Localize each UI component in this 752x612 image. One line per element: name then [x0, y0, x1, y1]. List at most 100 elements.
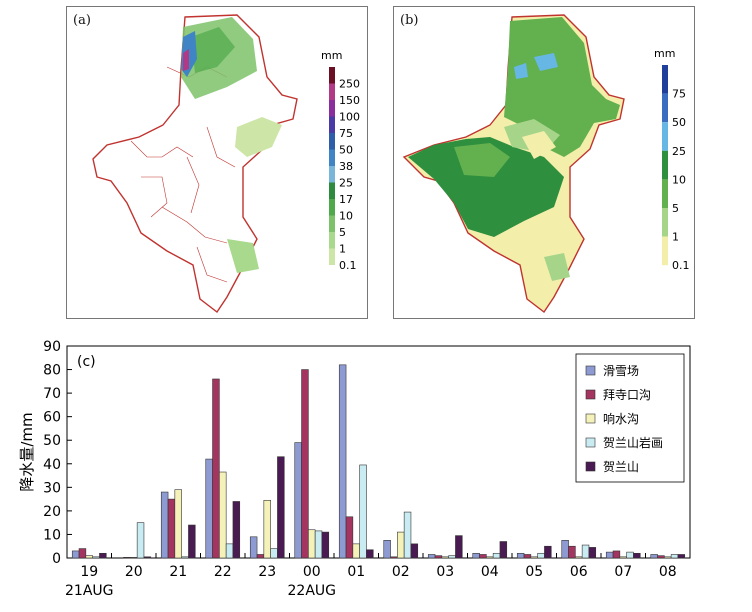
bar-贺兰山-20 — [143, 556, 152, 559]
scale-swatch — [662, 179, 668, 208]
bar-拜寺口沟-20 — [123, 556, 131, 559]
bar-响水沟-02 — [397, 531, 405, 559]
bar-响水沟-05 — [530, 556, 538, 559]
bar-贺兰山-04 — [499, 541, 508, 559]
bar-贺兰山岩画-20 — [136, 522, 145, 559]
bar-滑雪场-08 — [650, 554, 658, 559]
bar-响水沟-19 — [85, 555, 93, 559]
scale-label: 0.1 — [339, 259, 357, 272]
bar-滑雪场-02 — [383, 540, 391, 559]
date-label: 21AUG — [65, 583, 114, 599]
bar-贺兰山-22 — [232, 501, 241, 559]
bar-贺兰山-01 — [366, 549, 374, 559]
scale-label: 25 — [339, 177, 353, 190]
bar-拜寺口沟-22 — [212, 378, 220, 559]
scale-label: 0.1 — [672, 259, 690, 272]
y-tick-label: 50 — [43, 433, 61, 449]
legend-swatch — [585, 413, 596, 424]
legend-swatch — [585, 437, 596, 448]
bar-滑雪场-03 — [427, 554, 436, 559]
bar-贺兰山-06 — [588, 547, 597, 559]
chart-panel-label: (c) — [77, 354, 96, 370]
bar-拜寺口沟-08 — [657, 555, 665, 559]
bar-响水沟-04 — [486, 556, 494, 559]
bar-滑雪场-22 — [205, 458, 213, 559]
y-tick-label: 40 — [43, 457, 61, 473]
x-tick-label: 22 — [214, 564, 232, 580]
scale-swatch — [662, 236, 668, 266]
bar-贺兰山-21 — [188, 524, 196, 559]
bar-滑雪场-06 — [561, 540, 569, 559]
x-tick-label: 06 — [570, 564, 588, 580]
scale-swatch — [329, 166, 335, 183]
x-tick-label: 04 — [481, 564, 499, 580]
bar-拜寺口沟-19 — [78, 548, 87, 559]
bar-贺兰山-19 — [99, 552, 107, 559]
bar-贺兰山岩画-06 — [581, 544, 590, 559]
x-tick-label: 02 — [392, 564, 410, 580]
y-axis-label: 降水量/mm — [18, 412, 36, 491]
bar-滑雪场-19 — [71, 550, 80, 559]
y-tick-label: 60 — [43, 410, 61, 426]
bar-滑雪场-05 — [516, 552, 525, 559]
scale-swatch — [662, 150, 668, 180]
bar-响水沟-00 — [308, 529, 316, 559]
x-tick-label: 00 — [303, 564, 321, 580]
bar-滑雪场-00 — [294, 442, 302, 559]
bar-贺兰山岩画-22 — [225, 543, 234, 559]
legend-swatch — [585, 389, 596, 400]
bar-贺兰山-08 — [677, 554, 686, 559]
bar-拜寺口沟-05 — [523, 554, 532, 559]
color-scale-a: mm 250 150 100 75 50 38 25 17 10 5 1 0.1 — [321, 49, 360, 272]
legend-label: 拜寺口沟 — [603, 388, 651, 402]
scale-label: 25 — [672, 145, 686, 158]
bar-拜寺口沟-21 — [167, 498, 176, 559]
precip-shading-a — [181, 17, 282, 273]
x-tick-label: 21 — [169, 564, 187, 580]
bar-拜寺口沟-01 — [345, 516, 354, 559]
scale-label: 50 — [339, 144, 353, 157]
y-tick-label: 20 — [43, 504, 61, 520]
bar-贺兰山-03 — [455, 535, 463, 559]
unit-label: mm — [654, 47, 675, 60]
unit-label: mm — [321, 49, 342, 62]
bar-拜寺口沟-07 — [612, 550, 621, 559]
legend-swatch — [585, 461, 596, 472]
bar-滑雪场-07 — [605, 551, 614, 559]
y-tick-label: 70 — [43, 386, 61, 402]
scale-swatch — [329, 149, 335, 166]
scale-swatch — [329, 83, 335, 100]
scale-swatch — [662, 65, 668, 94]
scale-label: 150 — [339, 94, 360, 107]
legend-label: 响水沟 — [603, 411, 639, 426]
scale-swatch — [662, 208, 668, 237]
bar-贺兰山岩画-08 — [670, 554, 679, 559]
x-tick-label: 08 — [659, 564, 677, 580]
bar-响水沟-22 — [219, 471, 227, 559]
chart-bars — [71, 364, 686, 559]
bar-拜寺口沟-03 — [434, 555, 443, 559]
bar-贺兰山-02 — [410, 543, 419, 559]
bar-拜寺口沟-06 — [568, 545, 576, 559]
x-tick-label: 19 — [80, 564, 98, 580]
bar-贺兰山岩画-21 — [181, 556, 189, 559]
bar-滑雪场-01 — [338, 364, 347, 559]
y-tick-label: 90 — [43, 339, 61, 355]
panel-label-a: (a) — [73, 13, 91, 28]
scale-label: 10 — [339, 210, 353, 223]
bar-贺兰山-00 — [321, 531, 330, 559]
bar-贺兰山岩画-00 — [314, 530, 323, 559]
bar-响水沟-07 — [619, 556, 627, 559]
bar-贺兰山-05 — [544, 545, 552, 559]
bar-响水沟-06 — [575, 556, 583, 559]
bar-贺兰山岩画-03 — [448, 555, 456, 559]
bar-贺兰山-07 — [633, 552, 641, 559]
x-tick-label: 01 — [347, 564, 365, 580]
scale-swatch — [662, 93, 668, 123]
region-outline-a — [92, 14, 298, 314]
scale-swatch — [329, 232, 335, 249]
legend-swatch — [585, 365, 596, 376]
date-label: 22AUG — [288, 583, 337, 599]
